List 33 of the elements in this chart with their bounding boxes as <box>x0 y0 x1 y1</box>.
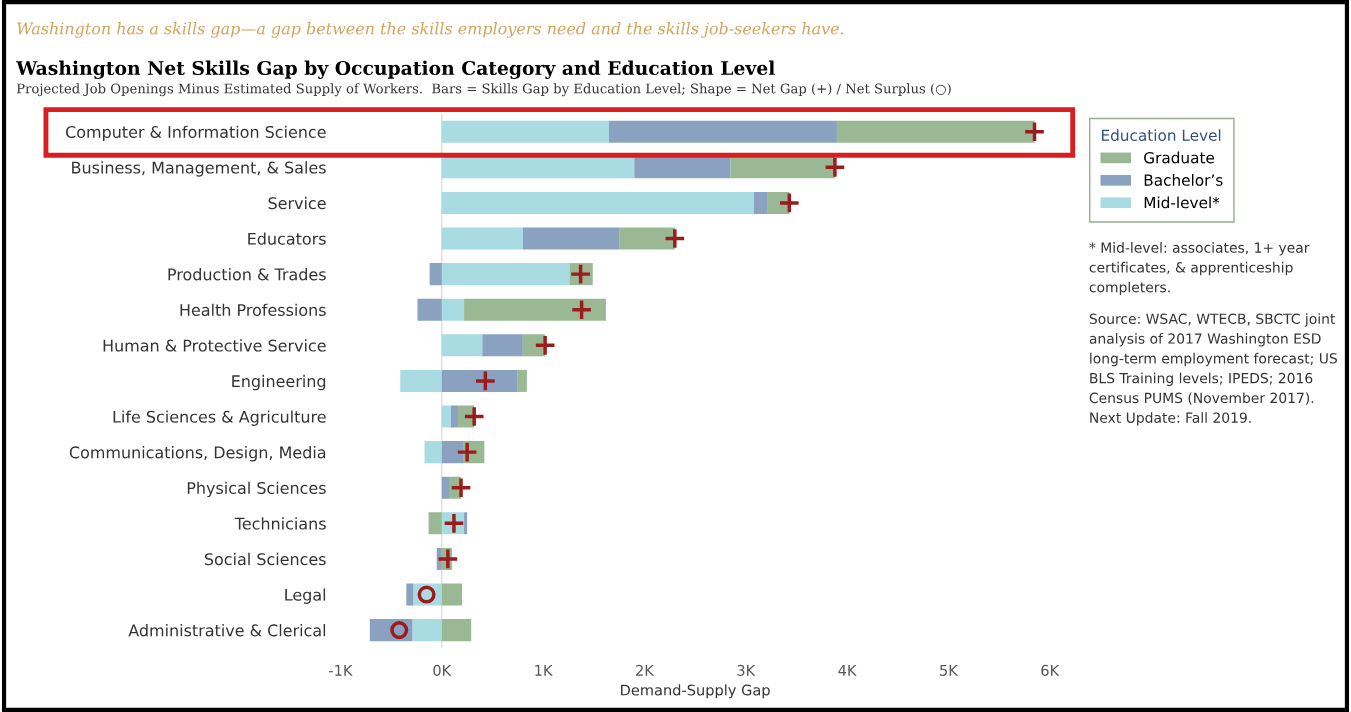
chart-title: Washington Net Skills Gap by Occupation Category and Education Level <box>16 60 775 79</box>
y-tick-label: Technicians <box>234 517 326 530</box>
y-tick-label: Business, Management, & Sales <box>72 161 326 177</box>
y-tick-label: Engineering <box>232 374 326 391</box>
x-axis-title: Demand-Supply Gap <box>621 684 770 699</box>
legend-label: Bachelor’s <box>1144 174 1223 186</box>
x-tick-label: 1K <box>535 665 553 676</box>
x-tick-label: 4K <box>838 665 857 676</box>
y-tick-label: Social Sciences <box>204 552 326 566</box>
legend-title: Education Level <box>1101 129 1221 142</box>
x-tick-label: -1K <box>329 665 353 676</box>
x-tick-label: 3K <box>737 664 756 676</box>
y-tick-label: Educators <box>248 232 326 245</box>
legend-label: Mid-level* <box>1144 196 1220 209</box>
y-tick-label: Administrative & Clerical <box>128 624 326 637</box>
chart-subtitle: Projected Job Openings Minus Estimated Supply of Workers. Bars = Skills Gap by Education Level; Shape = Net Gap (+) / Net Surplus (○) <box>16 83 951 97</box>
text: * Mid-level: associates, 1+ year certificates, & apprenticeship completers. <box>1089 242 1310 296</box>
x-tick-label: 0K <box>433 664 452 676</box>
y-tick-label: Health Professions <box>180 303 326 317</box>
x-tick-label: 2K <box>636 664 655 676</box>
source-note: Source: WSAC, WTECB, SBCTC joint analysis of 2017 Washington ESD long-term employment forecast; US BLS Training levels; IPEDS; 2016 Census PUMS (November 2017). Next Update: Fall 2019. <box>1089 313 1337 426</box>
text: Washington has a skills gap—a gap between the skills employers need and the skills job-seekers have. <box>17 22 844 38</box>
y-tick-label: Communications, Design, Media <box>69 446 326 462</box>
y-tick-label: Human & Protective Service <box>103 339 326 352</box>
y-tick-label: Computer & Information Science <box>66 125 326 142</box>
y-tick-label: Service <box>268 196 326 210</box>
legend-label: Graduate <box>1144 151 1215 164</box>
y-tick-label: Legal <box>285 588 326 604</box>
x-tick-label: 6K <box>1041 664 1060 676</box>
y-tick-label: Production & Trades <box>168 268 326 281</box>
x-tick-label: 5K <box>940 665 959 676</box>
y-tick-label: Life Sciences & Agriculture <box>113 410 326 426</box>
y-tick-label: Physical Sciences <box>187 481 326 498</box>
